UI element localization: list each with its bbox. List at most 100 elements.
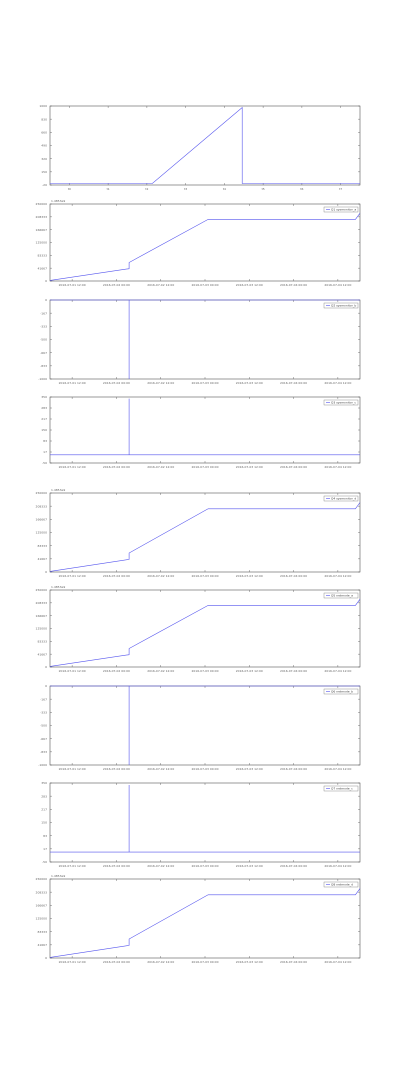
x-tick-label: t4 (223, 187, 226, 191)
y-tick-label: 0 (45, 665, 47, 669)
x-tick-label: 2016-07-03 12:00 (236, 381, 263, 385)
x-tick-label: 2016-07-02 12:00 (147, 960, 174, 964)
y-tick-label: 208333 (36, 890, 48, 894)
x-tick-label: t1 (107, 187, 110, 191)
y-tick-label: 125000 (36, 917, 48, 921)
y-tick-label: 0 (45, 956, 47, 960)
y-tick-label: -1000 (38, 377, 47, 381)
y-tick-label: 83333 (37, 254, 47, 258)
y-tick-label: 830 (41, 117, 47, 121)
x-tick-label: 2016-07-04 00:00 (280, 283, 307, 287)
x-tick-label: 2016-07-02 00:00 (103, 381, 130, 385)
chart-panel-2: 0 41667 83333 125000 166667 208333 250000 2016-… (36, 199, 361, 287)
y-tick-label: 283 (41, 794, 47, 798)
x-tick-label: 2016-07-04 12:00 (324, 283, 351, 287)
x-tick-label: 2016-07-01 12:00 (59, 465, 86, 469)
y-tick-label: 83333 (37, 640, 47, 644)
x-tick-label: 2016-07-04 00:00 (280, 960, 307, 964)
x-tick-label: 2016-07-02 12:00 (147, 574, 174, 578)
legend-box (323, 592, 359, 599)
y-tick-label: 350 (41, 395, 47, 399)
x-tick-label: 2016-07-01 12:00 (59, 960, 86, 964)
x-tick-label: 2016-07-03 12:00 (236, 574, 263, 578)
legend-box (323, 206, 359, 213)
x-tick-label: 2016-07-01 12:00 (59, 381, 86, 385)
y-tick-label: 83 (43, 439, 47, 443)
x-tick-label: 2016-07-04 12:00 (324, 669, 351, 673)
y-tick-label: 41667 (37, 266, 47, 270)
x-tick-label: t7 (339, 187, 342, 191)
x-tick-label: t6 (300, 187, 303, 191)
y-tick-label: 150 (41, 170, 47, 174)
plot-frame (49, 492, 361, 573)
x-tick-label: 2016-07-03 12:00 (236, 767, 263, 771)
x-tick-label: t0 (68, 187, 71, 191)
series-line (49, 502, 361, 572)
y-tick-label: 83333 (37, 930, 47, 934)
plot-frame (49, 782, 361, 863)
x-tick-label: 2016-07-03 12:00 (236, 669, 263, 673)
y-tick-label: 1000 (39, 104, 47, 108)
chart-panel-6: 0 41667 83333 125000 166667 208333 250000 2016-… (36, 585, 361, 673)
y-tick-label: -500 (40, 724, 47, 728)
x-tick-label: 2016-07-02 12:00 (147, 465, 174, 469)
y-tick-label: -167 (40, 311, 47, 315)
y-tick-label: 166667 (36, 518, 48, 522)
x-tick-label: 2016-07-04 12:00 (324, 574, 351, 578)
x-tick-label: t3 (184, 187, 187, 191)
y-tick-label: 41667 (37, 557, 47, 561)
y-tick-label: 250000 (36, 202, 48, 206)
x-tick-label: 2016-07-03 00:00 (191, 283, 218, 287)
x-tick-label: 2016-07-02 00:00 (103, 574, 130, 578)
y-tick-label: 83 (43, 834, 47, 838)
x-tick-label: 2016-07-04 00:00 (280, 767, 307, 771)
y-tick-label: 0 (45, 298, 47, 302)
x-tick-label: 2016-07-01 12:00 (59, 283, 86, 287)
plot-frame (49, 105, 361, 186)
y-tick-label: 208333 (36, 215, 48, 219)
series-line (49, 599, 361, 667)
y-tick-label: 0 (45, 570, 47, 574)
y-tick-label: 0 (45, 684, 47, 688)
series-line (50, 398, 360, 456)
y-tick-label: 320 (41, 157, 47, 161)
y-tick-label: -833 (40, 364, 47, 368)
x-tick-label: 2016-07-01 12:00 (59, 574, 86, 578)
y-tick-label: -333 (40, 325, 47, 329)
x-tick-label: 2016-07-03 00:00 (191, 864, 218, 868)
axis-offset-label: 1.4853e9 (51, 488, 65, 492)
x-tick-label: 2016-07-02 12:00 (147, 283, 174, 287)
x-tick-label: 2016-07-03 12:00 (236, 465, 263, 469)
plot-frame (49, 299, 361, 380)
x-tick-label: 2016-07-04 00:00 (280, 864, 307, 868)
legend-box (323, 688, 359, 695)
legend-label: Q5 netmode_a (331, 594, 353, 598)
y-tick-label: 17 (43, 847, 47, 851)
x-tick-label: t2 (145, 187, 148, 191)
x-tick-label: 2016-07-02 12:00 (147, 864, 174, 868)
axis-offset-label: 1.4853e9 (51, 199, 65, 203)
y-tick-label: 250000 (36, 491, 48, 495)
series-line (50, 785, 360, 853)
axis-offset-label: 1.4853e9 (51, 874, 65, 878)
x-tick-label: 2016-07-04 12:00 (324, 960, 351, 964)
plot-frame (49, 685, 361, 766)
y-tick-label: 125000 (36, 627, 48, 631)
plot-frame (49, 589, 361, 668)
y-tick-label: 217 (41, 808, 47, 812)
y-tick-label: -167 (40, 697, 47, 701)
y-tick-label: 250000 (36, 877, 48, 881)
x-tick-label: 2016-07-02 00:00 (103, 960, 130, 964)
legend-box (323, 881, 359, 888)
x-tick-label: 2016-07-03 00:00 (191, 669, 218, 673)
y-tick-label: -833 (40, 750, 47, 754)
y-tick-label: 660 (41, 131, 47, 135)
y-tick-label: 41667 (37, 652, 47, 656)
x-tick-label: 2016-07-02 12:00 (147, 767, 174, 771)
y-tick-label: 208333 (36, 601, 48, 605)
x-tick-label: 2016-07-02 00:00 (103, 767, 130, 771)
y-tick-label: 150 (41, 428, 47, 432)
y-tick-label: 150 (41, 821, 47, 825)
legend-box (323, 785, 359, 792)
